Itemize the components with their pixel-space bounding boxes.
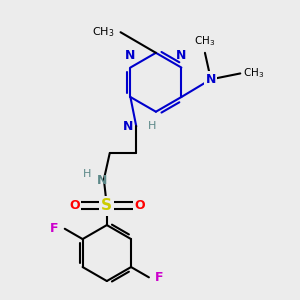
Text: CH$_3$: CH$_3$	[92, 25, 115, 39]
Text: O: O	[134, 200, 145, 212]
Text: H: H	[148, 122, 156, 131]
Text: N: N	[97, 174, 107, 188]
Text: N: N	[123, 120, 133, 133]
Text: S: S	[101, 198, 112, 213]
Text: F: F	[50, 222, 59, 235]
Text: N: N	[176, 49, 187, 62]
Text: N: N	[125, 49, 136, 62]
Text: H: H	[83, 169, 92, 178]
Text: F: F	[155, 271, 163, 284]
Text: CH$_3$: CH$_3$	[243, 67, 264, 80]
Text: CH$_3$: CH$_3$	[194, 34, 216, 48]
Text: N: N	[206, 73, 216, 86]
Text: O: O	[69, 200, 80, 212]
